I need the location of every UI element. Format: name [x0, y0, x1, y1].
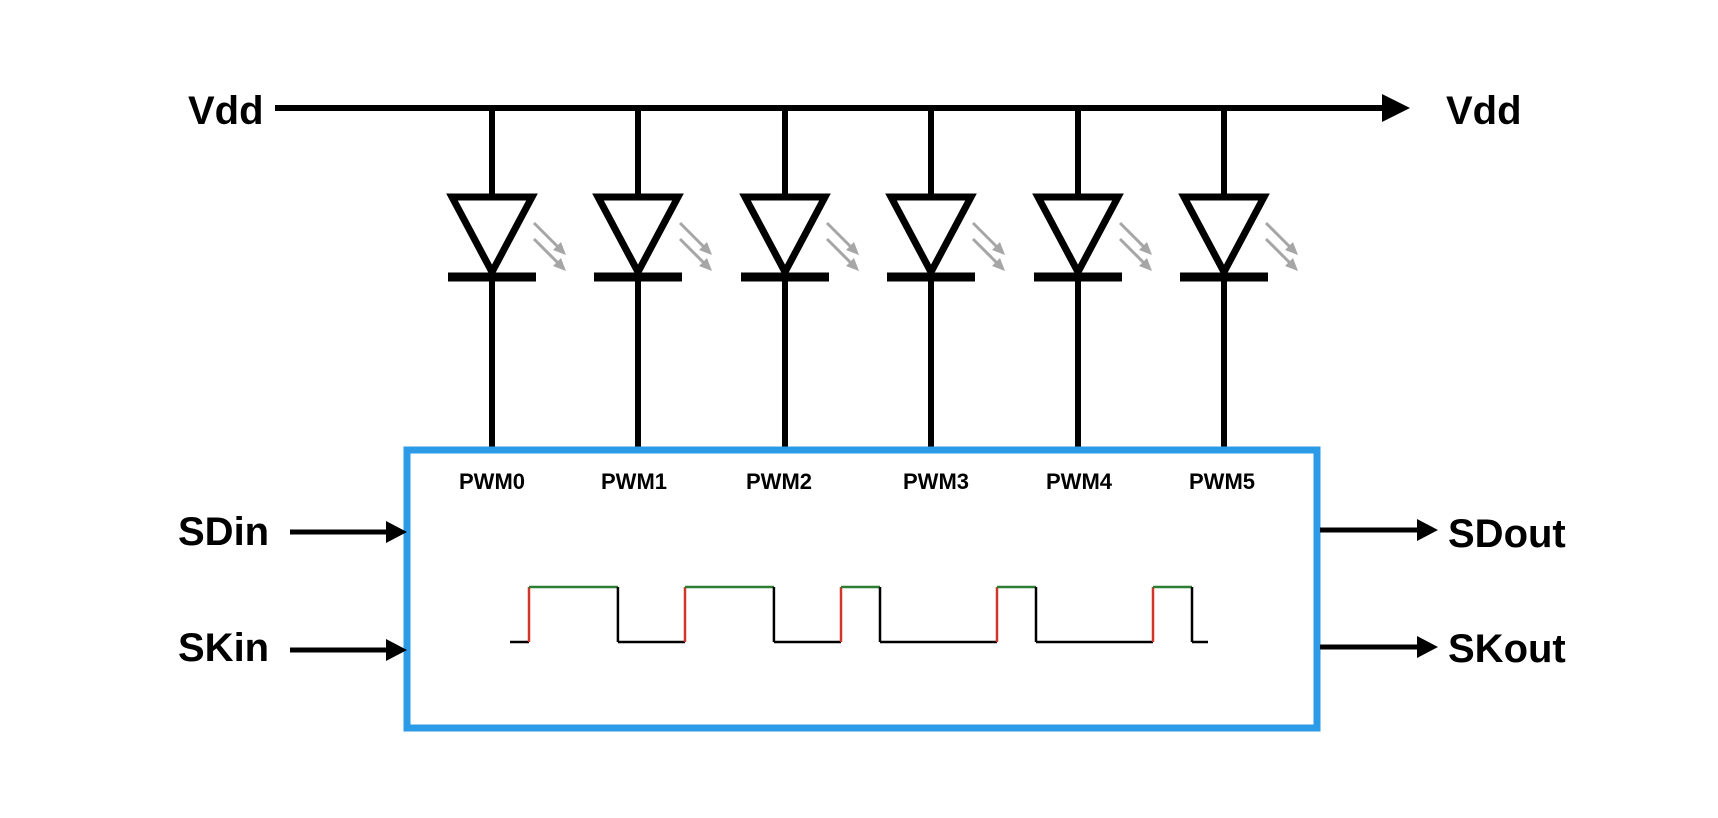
- pwm-pin-labels: PWM0 PWM1 PWM2 PWM3 PWM4 PWM5: [459, 469, 1255, 494]
- led-1: [592, 108, 712, 450]
- diode-triangle: [1178, 193, 1270, 280]
- led-0: [446, 108, 566, 450]
- pin-label-pwm4: PWM4: [1046, 469, 1113, 494]
- driver-chip: [403, 446, 1321, 732]
- vdd-rail-arrowhead: [1382, 94, 1410, 122]
- pin-label-pwm2: PWM2: [746, 469, 812, 494]
- diode-triangle: [592, 193, 684, 280]
- led-4: [1032, 108, 1152, 450]
- emission-arrows: [1264, 221, 1298, 271]
- emission-arrows: [678, 221, 712, 271]
- pin-label-pwm3: PWM3: [903, 469, 969, 494]
- emission-arrows: [971, 221, 1005, 271]
- skout-label: SKout: [1448, 627, 1566, 671]
- led-array: [446, 108, 1298, 450]
- vdd-left-label: Vdd: [188, 89, 264, 133]
- emission-arrows: [532, 221, 566, 271]
- sdout-arrowhead: [1417, 519, 1438, 541]
- emission-arrows: [825, 221, 859, 271]
- sdout-label: SDout: [1448, 512, 1566, 556]
- led-2: [739, 108, 859, 450]
- skin-label: SKin: [178, 626, 269, 670]
- sdin-label: SDin: [178, 510, 269, 554]
- pin-label-pwm5: PWM5: [1189, 469, 1255, 494]
- diode-triangle: [885, 193, 977, 280]
- diode-triangle: [1032, 193, 1124, 280]
- led-5: [1178, 108, 1298, 450]
- skin-arrowhead: [386, 639, 407, 661]
- vdd-right-label: Vdd: [1446, 89, 1522, 133]
- diode-triangle: [446, 193, 538, 280]
- emission-arrows: [1118, 221, 1152, 271]
- sdin-arrowhead: [386, 521, 407, 543]
- diode-triangle: [739, 193, 831, 280]
- pin-label-pwm0: PWM0: [459, 469, 525, 494]
- led-3: [885, 108, 1005, 450]
- pwm-waveform: [510, 585, 1208, 644]
- skout-arrowhead: [1417, 636, 1438, 658]
- pin-label-pwm1: PWM1: [601, 469, 667, 494]
